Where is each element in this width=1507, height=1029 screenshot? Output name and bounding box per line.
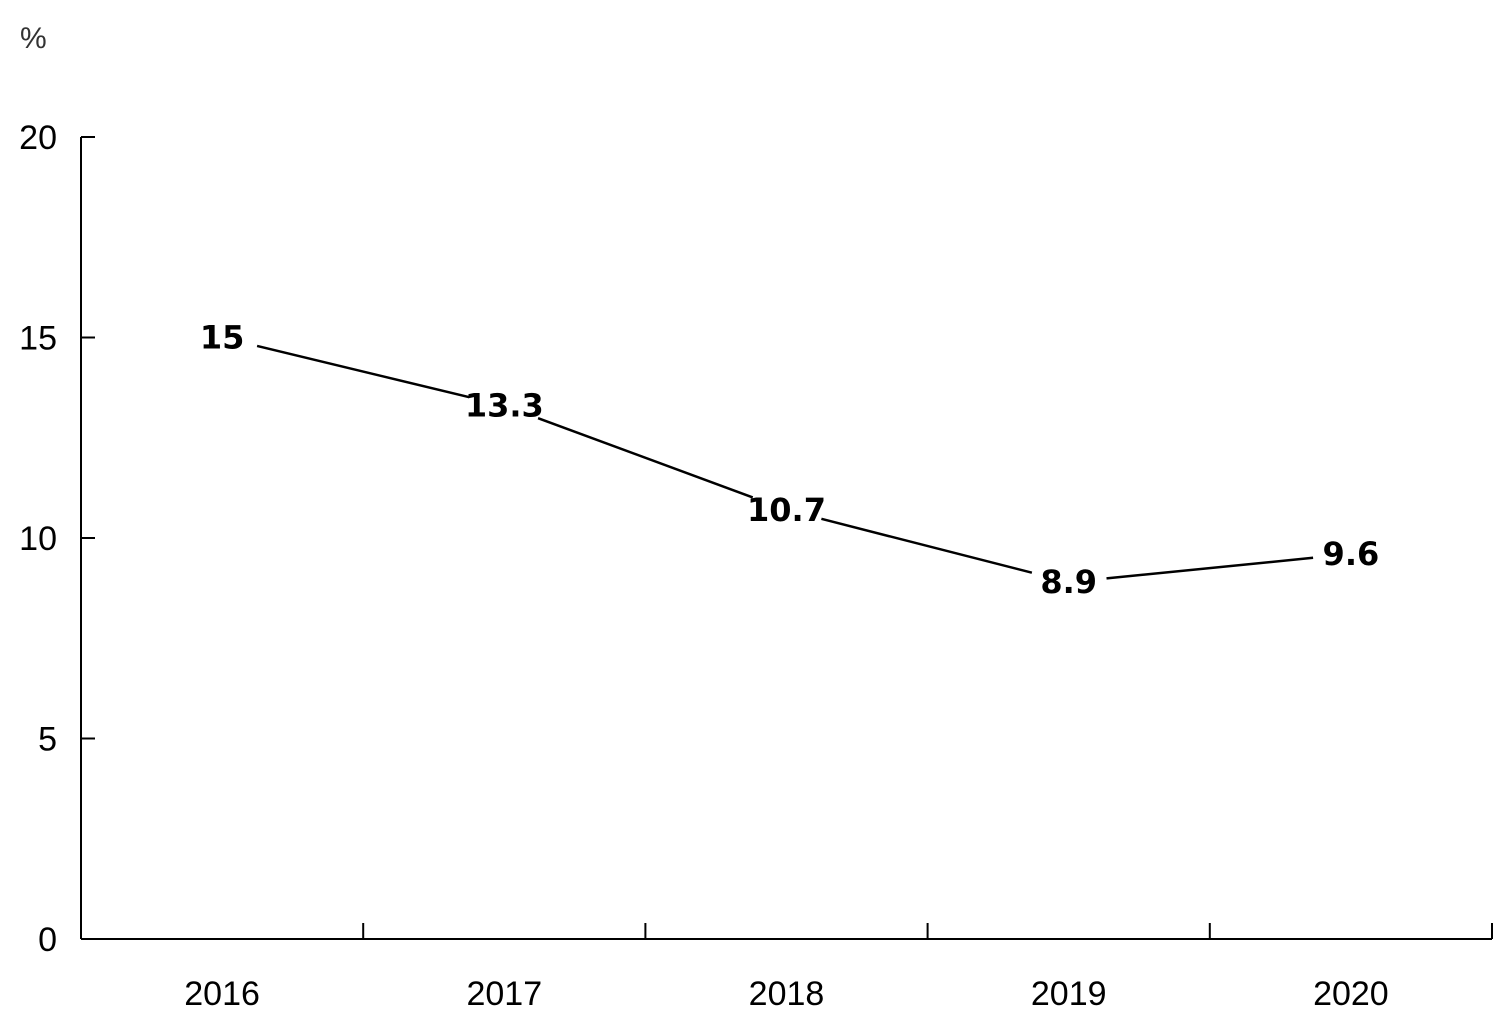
y-axis-unit-label: % — [20, 22, 47, 55]
x-tick-label: 2017 — [466, 975, 542, 1013]
series-line-segment — [821, 517, 1033, 574]
y-tick-label: 10 — [19, 520, 57, 558]
series-line-segment — [537, 416, 754, 499]
data-label: 8.9 — [1040, 563, 1097, 601]
x-tick-label: 2016 — [184, 975, 260, 1013]
series-line-segment — [1106, 556, 1314, 580]
y-tick-label: 0 — [38, 921, 57, 959]
data-label: 13.3 — [465, 387, 544, 425]
series-line-segment — [256, 344, 470, 399]
series-group — [256, 344, 1314, 580]
x-axis: 2016 2017 2018 2019 2020 — [81, 923, 1493, 1013]
x-tick-label: 2020 — [1313, 975, 1389, 1013]
x-tick-label: 2018 — [749, 975, 825, 1013]
data-label: 10.7 — [747, 491, 826, 529]
y-axis: 0 5 10 15 20 — [19, 119, 95, 959]
data-label: 9.6 — [1323, 535, 1380, 573]
data-labels: 15 13.3 10.7 8.9 9.6 — [200, 319, 1379, 602]
x-tick-label: 2019 — [1031, 975, 1107, 1013]
data-label: 15 — [200, 319, 245, 357]
y-tick-label: 5 — [38, 721, 57, 759]
y-tick-label: 15 — [19, 320, 57, 358]
y-tick-label: 20 — [19, 119, 57, 157]
